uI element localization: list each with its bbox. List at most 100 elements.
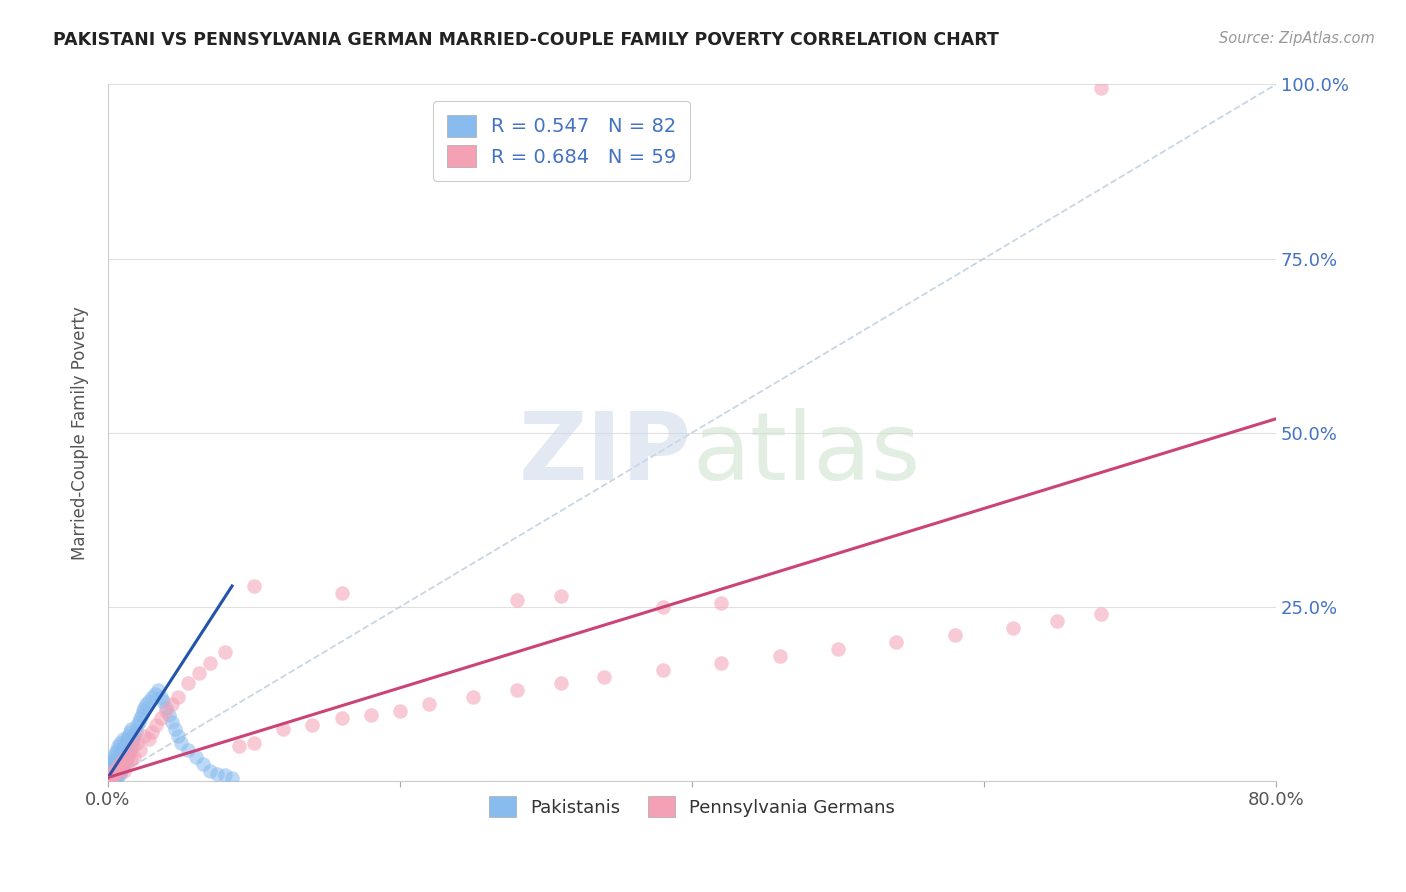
Point: [243, 736, 266, 750]
Point: [184, 749, 207, 764]
Point: [112, 742, 135, 756]
Point: [120, 753, 142, 767]
Point: [103, 764, 125, 778]
Point: [160, 698, 183, 712]
Point: [107, 764, 129, 778]
Point: [118, 725, 141, 739]
Y-axis label: Married-Couple Family Poverty: Married-Couple Family Poverty: [72, 306, 89, 559]
Point: [117, 746, 139, 760]
Point: [710, 656, 733, 670]
Point: [221, 771, 243, 785]
Point: [710, 596, 733, 610]
Point: [886, 634, 908, 648]
Point: [107, 739, 129, 754]
Point: [100, 756, 122, 771]
Point: [143, 687, 166, 701]
Point: [149, 690, 172, 705]
Point: [112, 764, 135, 778]
Point: [110, 742, 132, 756]
Point: [177, 742, 200, 756]
Point: [108, 749, 131, 764]
Point: [418, 698, 440, 712]
Point: [135, 698, 157, 712]
Text: ZIP: ZIP: [519, 408, 692, 500]
Point: [110, 756, 132, 771]
Point: [120, 739, 142, 754]
Point: [108, 736, 131, 750]
Point: [198, 764, 221, 778]
Point: [170, 736, 193, 750]
Point: [228, 739, 250, 754]
Point: [330, 586, 353, 600]
Point: [121, 732, 143, 747]
Point: [271, 722, 294, 736]
Point: [1090, 607, 1112, 621]
Point: [108, 767, 131, 781]
Point: [100, 764, 122, 778]
Point: [104, 764, 127, 778]
Point: [107, 760, 129, 774]
Point: [651, 663, 673, 677]
Point: [115, 749, 138, 764]
Point: [115, 732, 138, 747]
Point: [98, 771, 121, 785]
Point: [103, 767, 125, 781]
Point: [125, 725, 148, 739]
Point: [112, 756, 135, 771]
Point: [827, 641, 849, 656]
Point: [129, 742, 152, 756]
Point: [103, 771, 125, 785]
Point: [104, 767, 127, 781]
Point: [107, 753, 129, 767]
Point: [105, 771, 128, 785]
Point: [191, 756, 214, 771]
Point: [100, 767, 122, 781]
Point: [167, 690, 190, 705]
Point: [128, 714, 150, 729]
Point: [120, 722, 142, 736]
Point: [165, 722, 187, 736]
Point: [98, 767, 121, 781]
Point: [243, 579, 266, 593]
Text: Source: ZipAtlas.com: Source: ZipAtlas.com: [1219, 31, 1375, 46]
Point: [101, 753, 124, 767]
Point: [118, 742, 141, 756]
Point: [98, 760, 121, 774]
Point: [104, 771, 127, 785]
Point: [105, 767, 128, 781]
Point: [101, 771, 124, 785]
Point: [127, 718, 149, 732]
Point: [114, 753, 136, 767]
Point: [115, 756, 138, 771]
Point: [100, 767, 122, 781]
Point: [101, 767, 124, 781]
Point: [207, 767, 229, 781]
Point: [1090, 81, 1112, 95]
Point: [108, 756, 131, 771]
Point: [214, 768, 236, 782]
Point: [141, 690, 163, 705]
Point: [360, 707, 382, 722]
Point: [101, 771, 124, 785]
Point: [131, 707, 153, 722]
Point: [134, 729, 156, 743]
Point: [550, 590, 572, 604]
Point: [100, 771, 122, 785]
Point: [107, 767, 129, 781]
Point: [117, 729, 139, 743]
Point: [127, 736, 149, 750]
Point: [114, 736, 136, 750]
Point: [103, 749, 125, 764]
Point: [110, 760, 132, 774]
Point: [101, 760, 124, 774]
Point: [103, 764, 125, 778]
Point: [138, 732, 160, 747]
Point: [104, 760, 127, 774]
Point: [111, 753, 134, 767]
Point: [122, 749, 145, 764]
Point: [141, 725, 163, 739]
Point: [214, 645, 236, 659]
Point: [461, 690, 484, 705]
Point: [134, 701, 156, 715]
Point: [167, 729, 190, 743]
